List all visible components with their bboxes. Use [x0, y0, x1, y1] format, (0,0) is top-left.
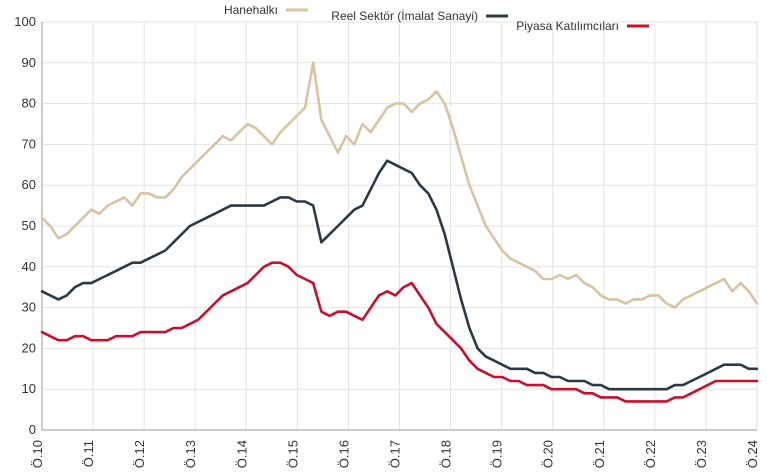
y-tick-label: 90 [22, 55, 36, 70]
y-tick-label: 0 [29, 422, 36, 437]
x-tick-label: Ö.23 [694, 440, 709, 468]
legend: Hanehalkı Reel Sektör (İmalat Sanayi) Piya… [224, 3, 649, 33]
y-tick-label: 30 [22, 300, 36, 315]
x-tick-label: Ö.17 [388, 440, 403, 468]
x-tick-label: Ö.18 [439, 440, 454, 468]
x-tick-label: Ö.13 [183, 440, 198, 468]
y-tick-label: 70 [22, 136, 36, 151]
series-line-hanehalki [40, 61, 759, 309]
grid [41, 21, 758, 431]
series [40, 61, 759, 403]
y-tick-label: 40 [22, 259, 36, 274]
legend-label-piyasa-katilimcilari: Piyasa Katılımcıları [516, 19, 619, 33]
x-tick-label: Ö.22 [643, 440, 658, 468]
x-tick-label: Ö.19 [490, 440, 505, 468]
x-tick-label: Ö.24 [745, 440, 760, 468]
series-line-piyasa-katilimcilari [40, 261, 759, 403]
series-line-reel-sektor [40, 159, 759, 391]
y-tick-label: 50 [22, 218, 36, 233]
legend-label-reel-sektor: Reel Sektör (İmalat Sanayi) [331, 9, 478, 23]
x-tick-label: Ö.21 [592, 440, 607, 468]
x-tick-label: Ö.14 [234, 440, 249, 468]
y-tick-label: 100 [14, 14, 36, 29]
y-tick-label: 60 [22, 177, 36, 192]
x-tick-label: Ö.12 [132, 440, 147, 468]
y-tick-label: 20 [22, 340, 36, 355]
axes: 0 10 20 30 40 50 60 70 80 90 100 Ö.10 Ö.11 Ö.12 Ö.13 Ö.… [14, 14, 760, 468]
y-tick-label: 80 [22, 96, 36, 111]
x-tick-label: Ö.20 [541, 440, 556, 468]
x-tick-label: Ö.10 [30, 440, 45, 468]
y-tick-label: 10 [22, 381, 36, 396]
x-tick-label: Ö.16 [336, 440, 351, 468]
x-tick-label: Ö.15 [285, 440, 300, 468]
legend-label-hanehalki: Hanehalkı [224, 3, 278, 17]
x-tick-label: Ö.11 [81, 440, 96, 467]
